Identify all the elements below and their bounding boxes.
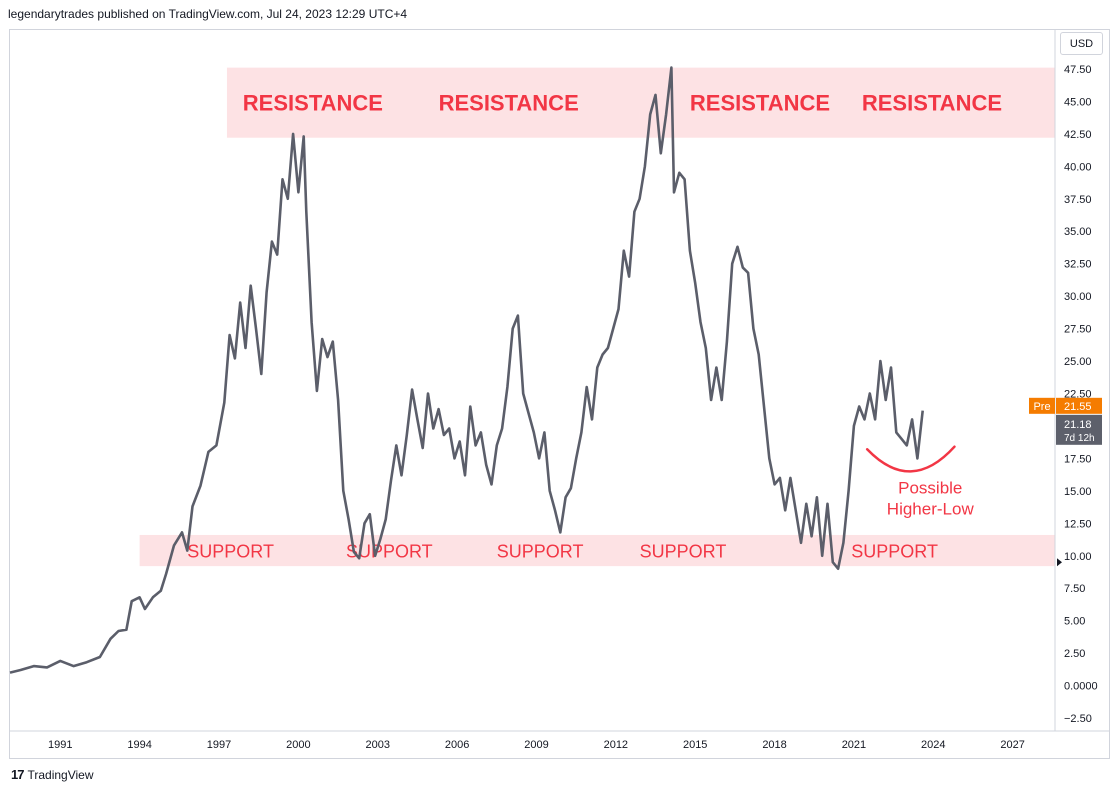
price-line xyxy=(9,66,924,674)
x-tick-label: 2006 xyxy=(445,739,469,751)
y-tick-label: 25.00 xyxy=(1064,356,1092,368)
y-tick-label: 0.0000 xyxy=(1064,681,1098,693)
resistance-label: RESISTANCE xyxy=(690,91,830,116)
scale-marker-icon xyxy=(1057,558,1062,567)
last-price-badge xyxy=(1056,414,1102,445)
pre-price-badge xyxy=(1056,397,1102,414)
higher-low-curve xyxy=(865,445,956,473)
y-tick-label: 2.50 xyxy=(1064,648,1085,660)
y-tick-label: 45.00 xyxy=(1064,96,1092,108)
resistance-zone xyxy=(226,67,1055,138)
support-label: SUPPORT xyxy=(187,542,274,562)
x-tick-label: 1997 xyxy=(207,739,231,751)
support-label: SUPPORT xyxy=(851,542,938,562)
support-zone xyxy=(139,534,1055,567)
last-price-value: 21.18 xyxy=(1064,419,1092,431)
y-tick-label: 35.00 xyxy=(1064,226,1092,238)
y-tick-label: −2.50 xyxy=(1064,713,1092,725)
annotation-text: Higher-Low xyxy=(887,499,975,518)
resistance-label: RESISTANCE xyxy=(439,91,579,116)
countdown-timer: 7d 12h xyxy=(1064,433,1095,444)
support-label: SUPPORT xyxy=(346,542,433,562)
x-tick-label: 2024 xyxy=(921,739,945,751)
y-tick-label: 7.50 xyxy=(1064,583,1085,595)
pre-price-value: 21.55 xyxy=(1064,401,1092,413)
support-label: SUPPORT xyxy=(640,542,727,562)
x-tick-label: 1994 xyxy=(127,739,151,751)
y-tick-label: 42.50 xyxy=(1064,129,1092,141)
x-tick-label: 2012 xyxy=(604,739,628,751)
tradingview-logo-icon: 17 xyxy=(11,767,25,782)
support-label: SUPPORT xyxy=(497,542,584,562)
x-tick-label: 2018 xyxy=(762,739,786,751)
tradingview-brand: TradingView xyxy=(27,767,94,782)
x-tick-label: 1991 xyxy=(48,739,72,751)
y-tick-label: 5.00 xyxy=(1064,616,1085,628)
resistance-label: RESISTANCE xyxy=(862,91,1002,116)
resistance-label: RESISTANCE xyxy=(243,91,383,116)
x-tick-label: 2000 xyxy=(286,739,310,751)
x-tick-label: 2015 xyxy=(683,739,707,751)
y-tick-label: 47.50 xyxy=(1064,64,1092,76)
y-tick-label: 32.50 xyxy=(1064,259,1092,271)
tradingview-footer[interactable]: 17 TradingView xyxy=(11,767,94,782)
x-tick-label: 2003 xyxy=(365,739,389,751)
pre-badge xyxy=(1029,397,1055,414)
y-tick-label: 22.50 xyxy=(1064,388,1092,400)
pre-badge-label: Pre xyxy=(1033,401,1050,413)
y-tick-label: 27.50 xyxy=(1064,324,1092,336)
y-tick-label: 10.00 xyxy=(1064,551,1092,563)
y-tick-label: 17.50 xyxy=(1064,453,1092,465)
chart-frame xyxy=(9,29,1110,759)
y-tick-label: 12.50 xyxy=(1064,518,1092,530)
y-tick-label: 30.00 xyxy=(1064,291,1092,303)
x-tick-label: 2021 xyxy=(842,739,866,751)
x-tick-label: 2027 xyxy=(1000,739,1024,751)
y-tick-label: 15.00 xyxy=(1064,486,1092,498)
publisher-caption: legendarytrades published on TradingView… xyxy=(8,7,408,21)
currency-button[interactable]: USD xyxy=(1060,32,1103,55)
x-tick-label: 2009 xyxy=(524,739,548,751)
y-tick-label: 37.50 xyxy=(1064,194,1092,206)
annotation-text: Possible xyxy=(898,478,962,497)
y-tick-label: 40.00 xyxy=(1064,161,1092,173)
